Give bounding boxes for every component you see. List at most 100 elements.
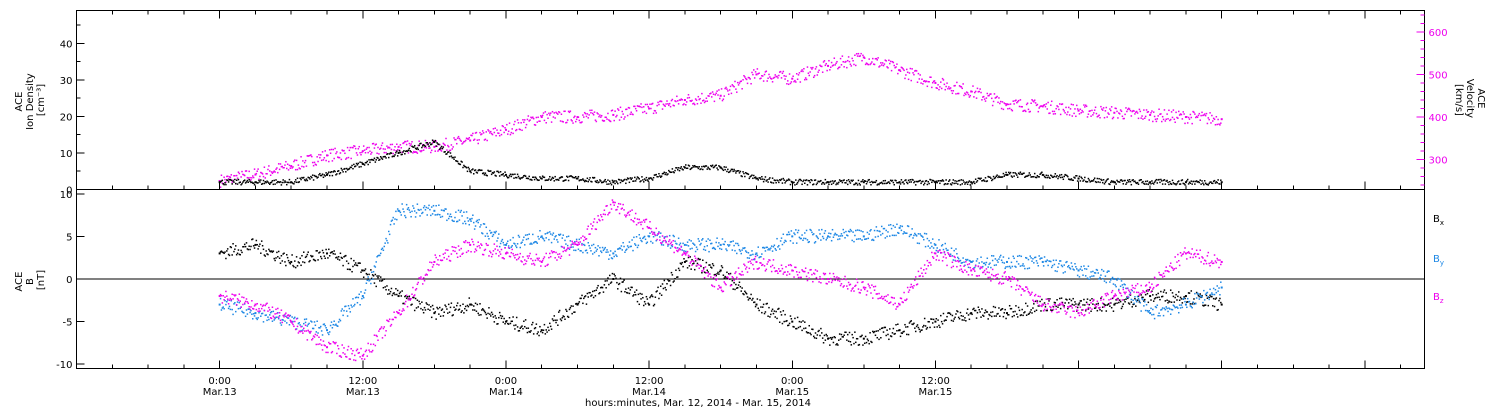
bz-point (319, 343, 321, 345)
velocity-point (544, 111, 547, 113)
by-point (830, 239, 833, 242)
density-point (1147, 183, 1150, 186)
by-point (1138, 299, 1141, 302)
by-point (748, 257, 751, 259)
bx-point (957, 316, 960, 319)
by-point (323, 323, 326, 325)
bx-point (854, 331, 856, 333)
density-point (801, 183, 803, 186)
bx-point (530, 330, 532, 332)
density-point (817, 180, 819, 183)
velocity-point (474, 132, 477, 134)
density-point (1168, 183, 1170, 186)
by-point (334, 324, 336, 326)
bx-point (981, 308, 983, 310)
density-point (302, 177, 304, 179)
density-point (244, 182, 247, 184)
density-point (921, 180, 923, 183)
density-point (935, 180, 938, 182)
by-point (795, 242, 798, 244)
velocity-point (655, 112, 658, 114)
by-point (1049, 260, 1051, 263)
by-point (642, 237, 644, 240)
velocity-point (709, 93, 711, 95)
velocity-point (1072, 104, 1074, 106)
density-point (1187, 183, 1190, 185)
velocity-point (668, 102, 671, 105)
by-point (320, 330, 323, 332)
by-point (766, 246, 768, 249)
velocity-point (873, 63, 876, 66)
density-point (667, 173, 669, 175)
bz-point (528, 255, 530, 257)
bx-point (903, 330, 905, 333)
density-point (499, 171, 502, 173)
density-point (813, 179, 816, 182)
density-point (872, 181, 874, 184)
bx-point (914, 330, 917, 333)
velocity-point (957, 92, 959, 95)
bx-point (1074, 301, 1076, 303)
velocity-point (1192, 110, 1194, 113)
bz-point (506, 251, 508, 254)
bx-point (905, 326, 907, 328)
velocity-point (619, 106, 622, 109)
velocity-point (515, 128, 518, 131)
bx-point (1059, 297, 1061, 300)
velocity-point (1033, 99, 1036, 101)
bx-point (423, 306, 426, 309)
velocity-point (871, 61, 873, 63)
by-point (730, 240, 733, 243)
by-point (1043, 256, 1046, 258)
density-point (659, 176, 662, 178)
velocity-point (633, 105, 635, 108)
by-point (229, 308, 232, 311)
velocity-point (410, 143, 412, 145)
by-point (670, 244, 673, 247)
by-point (1021, 264, 1023, 267)
density-point (253, 184, 256, 186)
density-point (300, 178, 302, 181)
density-point (1050, 175, 1053, 177)
bz-point (515, 254, 517, 256)
bx-point (326, 252, 329, 255)
bx-point (692, 262, 694, 265)
density-point (436, 142, 438, 144)
bx-point (379, 280, 381, 282)
velocity-point (731, 84, 734, 86)
by-point (674, 240, 676, 242)
velocity-point (753, 69, 755, 71)
velocity-point (404, 140, 406, 143)
density-point (726, 170, 728, 173)
by-point (615, 254, 617, 256)
velocity-point (351, 146, 353, 149)
by-point (560, 245, 563, 248)
by-point (628, 241, 631, 243)
density-point (333, 170, 335, 172)
by-point (982, 262, 985, 265)
density-point (869, 181, 871, 184)
bx-point (837, 344, 839, 346)
by-point (617, 248, 620, 250)
by-point (1133, 302, 1135, 305)
velocity-point (659, 100, 662, 102)
density-point (221, 179, 224, 182)
bx-point (487, 312, 489, 315)
density-point (1116, 179, 1118, 182)
bx-point (945, 319, 947, 321)
density-point (472, 173, 475, 175)
density-point (828, 183, 830, 186)
bx-point (632, 295, 634, 297)
by-point (451, 219, 454, 222)
by-point (277, 317, 280, 320)
density-point (815, 183, 818, 186)
velocity-point (887, 67, 889, 69)
by-point (1040, 257, 1042, 259)
density-point (767, 181, 769, 183)
density-point (612, 181, 615, 184)
bz-point (454, 250, 456, 253)
density-point (582, 178, 584, 180)
density-point (550, 178, 553, 180)
density-point (970, 181, 973, 184)
bz-point (480, 243, 482, 245)
